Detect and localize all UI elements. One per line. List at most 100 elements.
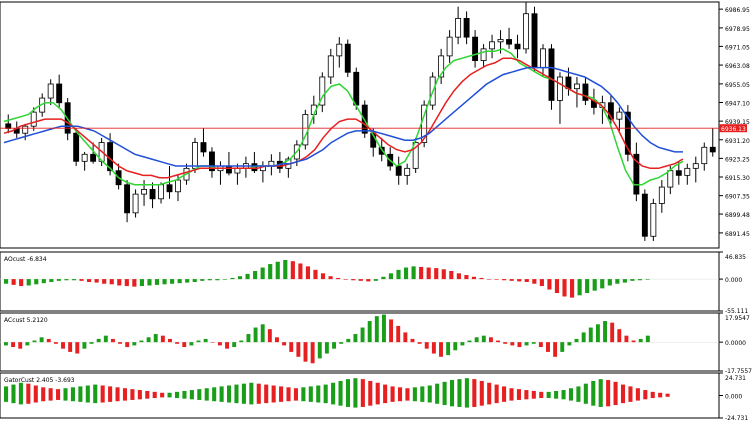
candle-down[interactable] (463, 17, 470, 38)
gator-panel[interactable]: 24.731 0.000 -24.731 GatorCust 2.405 -3.693 (0, 372, 748, 422)
gator-bar-lower (583, 395, 588, 404)
gator-bar-lower (368, 395, 373, 406)
gator-y-tick-label: 0.000 (725, 394, 742, 401)
candle-up[interactable] (540, 48, 546, 69)
ac-bar (524, 342, 529, 346)
ac-bar (232, 342, 237, 348)
candle-up[interactable] (81, 153, 88, 162)
candle-down[interactable] (344, 43, 351, 73)
ao-bar (562, 279, 567, 297)
candle-up[interactable] (336, 43, 343, 57)
candle-up[interactable] (22, 125, 29, 134)
candle-up[interactable] (480, 48, 487, 61)
candle-down[interactable] (624, 111, 631, 155)
ao-bar (290, 261, 295, 280)
gator-bar-upper (464, 378, 469, 396)
gator-bar-upper (256, 383, 261, 396)
candle-up[interactable] (616, 111, 623, 120)
candle-up[interactable] (141, 189, 147, 195)
ac-bar (303, 342, 308, 362)
ac-bar (317, 342, 322, 359)
candle-up[interactable] (319, 76, 326, 106)
candle-up[interactable] (658, 186, 665, 204)
gator-bar-lower (620, 395, 626, 404)
candle-down[interactable] (607, 102, 614, 120)
candle-down[interactable] (90, 153, 97, 162)
candle-up[interactable] (497, 39, 504, 43)
ao-bar (147, 279, 152, 286)
ao-panel[interactable]: 46.835 0.000 -55.111 AOcust -6.834 (0, 251, 748, 315)
candle-up[interactable] (446, 36, 453, 57)
candle-up[interactable] (438, 55, 445, 78)
gator-bar-lower (271, 395, 276, 403)
ao-bar (102, 279, 107, 284)
ao-bar (585, 279, 590, 293)
candle-down[interactable] (531, 13, 538, 69)
candle-down[interactable] (709, 146, 716, 153)
gator-bar-upper (412, 387, 417, 396)
candle-up[interactable] (574, 83, 580, 90)
gator-bar-upper (568, 388, 574, 396)
ac-bar (246, 334, 251, 343)
candle-up[interactable] (692, 163, 699, 169)
candle-down[interactable] (472, 36, 479, 61)
candle-up[interactable] (404, 167, 411, 176)
ac-bar (75, 342, 80, 354)
candle-up[interactable] (701, 146, 708, 165)
candle-up[interactable] (667, 170, 674, 188)
candle-down[interactable] (675, 170, 682, 176)
ac-bar (110, 338, 115, 343)
candle-down[interactable] (56, 83, 63, 104)
candle-up[interactable] (455, 17, 462, 38)
candle-down[interactable] (200, 142, 207, 153)
gator-bar-lower (212, 395, 217, 402)
candle-down[interactable] (124, 184, 131, 214)
candle-down[interactable] (149, 189, 156, 200)
gator-bar-lower (145, 395, 150, 399)
candle-down[interactable] (353, 71, 360, 106)
candle-up[interactable] (327, 55, 334, 78)
ac-bar (32, 340, 37, 343)
ac-bar (360, 327, 365, 343)
candle-down[interactable] (506, 39, 512, 45)
candle-up[interactable] (412, 142, 419, 169)
candle-up[interactable] (132, 193, 139, 214)
gator-bar-upper (160, 392, 165, 396)
candle-up[interactable] (192, 142, 198, 169)
candle-down[interactable] (548, 48, 555, 101)
gator-bar-upper (635, 388, 640, 396)
ao-bar (434, 268, 439, 280)
ac-panel[interactable]: 17.9547 0.0000 -17.7557 ACcust 5.2120 (0, 312, 752, 375)
candle-up[interactable] (523, 13, 529, 50)
candle-down[interactable] (641, 193, 648, 237)
ac-bar (467, 340, 472, 343)
candle-up[interactable] (557, 76, 563, 101)
gator-bar-upper (494, 384, 499, 396)
gator-bar-upper (479, 380, 484, 396)
main-panel[interactable]: 6986.95 6978.95 6971.05 6963.08 6955.05 6947.… (0, 1, 750, 249)
candle-up[interactable] (489, 41, 496, 50)
candle-up[interactable] (47, 83, 54, 99)
candle-up[interactable] (30, 111, 37, 127)
candle-down[interactable] (633, 153, 640, 195)
candle-down[interactable] (378, 146, 385, 155)
candle-down[interactable] (582, 83, 589, 101)
candle-down[interactable] (395, 165, 402, 176)
candle-up[interactable] (158, 184, 164, 200)
ac-bar (196, 340, 201, 343)
candle-up[interactable] (684, 167, 691, 176)
ao-bar (554, 279, 560, 293)
candle-up[interactable] (175, 179, 181, 193)
candle-down[interactable] (514, 43, 521, 50)
candle-down[interactable] (166, 184, 173, 193)
current-price-label: 6936.13 (721, 126, 746, 133)
gator-bar-upper (606, 380, 611, 396)
candle-up[interactable] (650, 203, 657, 237)
candle-down[interactable] (225, 165, 232, 174)
ac-bar (638, 338, 643, 343)
gator-bar-lower (360, 395, 365, 407)
candle-down[interactable] (209, 151, 215, 172)
gator-bar-lower (598, 395, 603, 407)
candle-down[interactable] (73, 132, 80, 162)
